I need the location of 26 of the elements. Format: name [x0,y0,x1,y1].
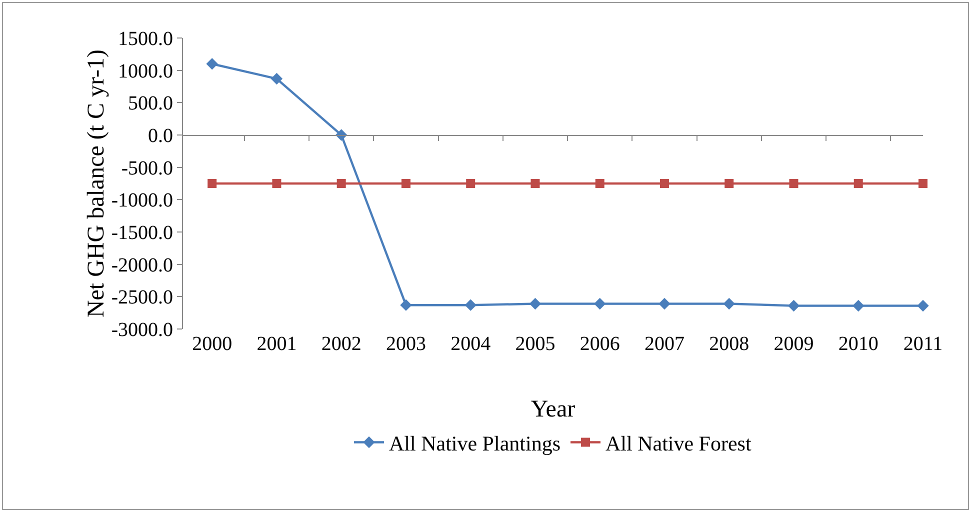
y-axis-title: Net GHG balance (t C yr-1) [83,49,110,318]
x-tick-label: 2009 [774,333,814,355]
x-tick-label: 2004 [450,333,491,355]
x-tick-label: 2005 [515,333,556,355]
x-tick-label: 2011 [903,333,943,355]
legend-label: All Native Forest [606,431,752,456]
x-tick-label: 2001 [256,333,297,355]
x-tick-label: 2007 [644,333,684,355]
y-tick-label: -1000.0 [111,190,173,212]
x-axis-title: Year [530,396,576,422]
x-tick-label: 2010 [838,333,878,355]
legend-label: All Native Plantings [389,431,560,456]
y-tick-label: -3000.0 [111,319,173,341]
y-tick-label: -1500.0 [111,222,173,244]
y-tick-label: 500.0 [128,92,173,115]
x-tick-label: 2006 [580,333,620,355]
x-tick-label: 2000 [192,333,232,355]
y-tick-label: -2000.0 [111,254,173,276]
y-tick-label: 1500.0 [118,28,173,50]
y-tick-label: 0.0 [148,125,173,147]
y-tick-label: -2500.0 [111,286,173,309]
y-tick-label: -500.0 [121,157,173,180]
x-tick-label: 2002 [321,333,362,355]
x-tick-label: 2003 [386,333,426,355]
y-tick-label: 1000.0 [118,60,173,82]
x-tick-label: 2008 [709,333,750,355]
